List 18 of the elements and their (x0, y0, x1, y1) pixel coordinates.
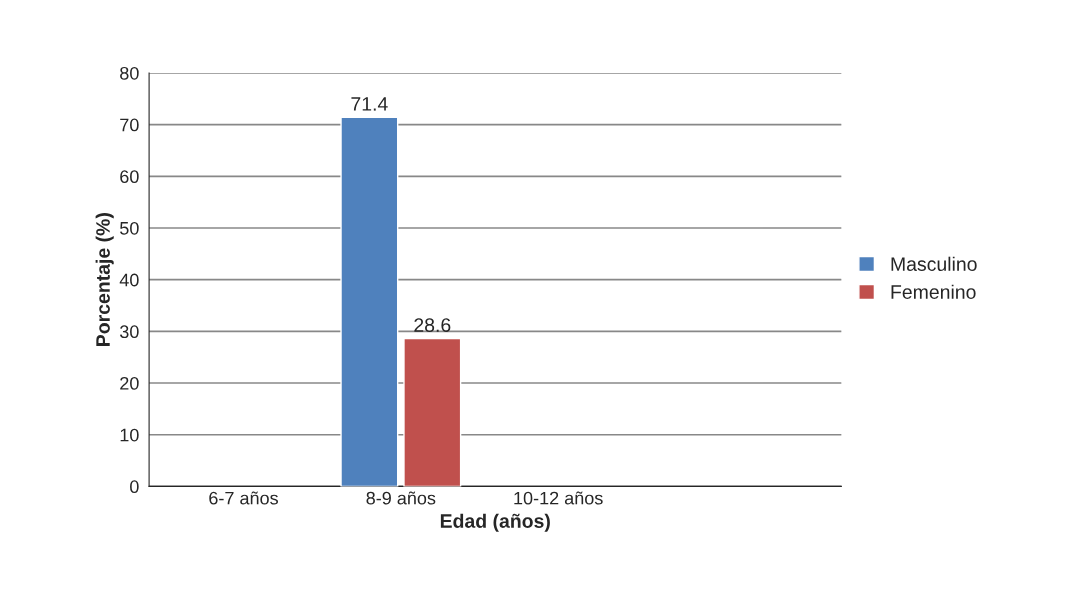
y-tick-label: 40 (119, 273, 139, 287)
x-axis-title: Edad (años) (440, 513, 550, 532)
y-tick-label: 30 (119, 325, 139, 339)
y-tick-label: 20 (120, 376, 139, 390)
y-tick-label: 60 (120, 170, 139, 184)
y-tick-label: 0 (130, 480, 139, 494)
y-tick-label: 80 (120, 66, 139, 80)
data-label: 71.4 (351, 97, 388, 111)
y-tick-label: 10 (120, 428, 139, 442)
x-tick-label: 10-12 años (514, 491, 603, 505)
x-tick-label: 6-7 años (209, 491, 278, 505)
legend-label: Femenino (891, 284, 976, 299)
y-tick-label: 70 (120, 118, 139, 132)
legend-label: Masculino (891, 256, 977, 271)
y-axis-title: Porcentaje (%) (95, 213, 114, 346)
y-tick-label: 50 (120, 221, 139, 235)
x-tick-label: 8-9 años (366, 491, 436, 505)
data-label: 28.6 (414, 318, 451, 332)
